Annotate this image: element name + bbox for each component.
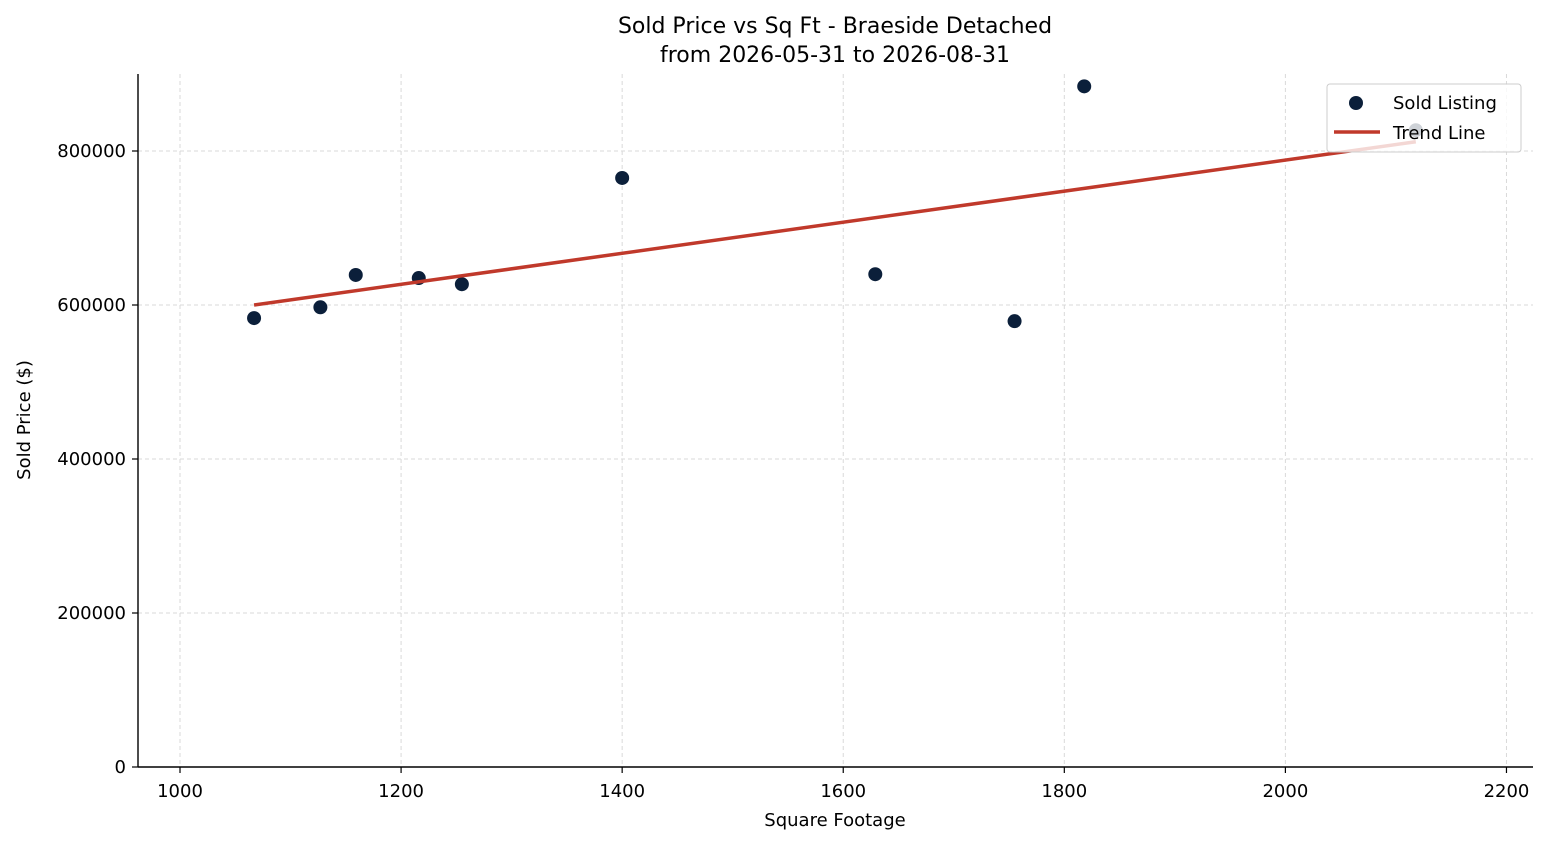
x-tick-label: 2200: [1484, 781, 1530, 802]
legend-box: [1326, 83, 1522, 153]
x-axis-ticks: 1000 1200 1400 1600 1800 2000 2200: [157, 767, 1529, 802]
x-axis-label: Square Footage: [764, 810, 905, 831]
scatter-point: [1077, 79, 1092, 94]
y-tick-label: 0: [115, 757, 126, 778]
scatter-point: [615, 170, 630, 185]
chart-subtitle: from 2026-05-31 to 2026-08-31: [660, 43, 1010, 68]
y-tick-label: 400000: [57, 449, 126, 470]
y-tick-label: 600000: [57, 295, 126, 316]
legend-scatter-marker: [1349, 96, 1363, 110]
y-axis-ticks: 0 200000 400000 600000 800000: [57, 141, 138, 778]
plot-marks: [247, 79, 1423, 329]
scatter-point: [348, 267, 363, 282]
y-tick-label: 800000: [57, 141, 126, 162]
scatter-point: [868, 267, 883, 282]
x-tick-label: 1600: [820, 781, 866, 802]
scatter-point: [1007, 314, 1022, 329]
x-tick-label: 1400: [599, 781, 645, 802]
trend-line: [253, 140, 1417, 307]
grid: [138, 74, 1533, 768]
legend: Sold Listing Trend Line: [1326, 83, 1522, 153]
y-tick-label: 200000: [57, 603, 126, 624]
scatter-point: [313, 300, 328, 315]
y-axis-label: Sold Price ($): [14, 360, 35, 480]
x-tick-label: 2000: [1262, 781, 1308, 802]
scatter-point: [454, 277, 469, 292]
x-tick-label: 1000: [157, 781, 203, 802]
legend-label-trend-line: Trend Line: [1392, 123, 1486, 144]
scatter-point: [247, 311, 262, 326]
legend-label-sold-listing: Sold Listing: [1393, 93, 1497, 114]
x-tick-label: 1800: [1041, 781, 1087, 802]
chart-title: Sold Price vs Sq Ft - Braeside Detached: [618, 14, 1052, 39]
x-tick-label: 1200: [378, 781, 424, 802]
axes: [137, 74, 1533, 768]
